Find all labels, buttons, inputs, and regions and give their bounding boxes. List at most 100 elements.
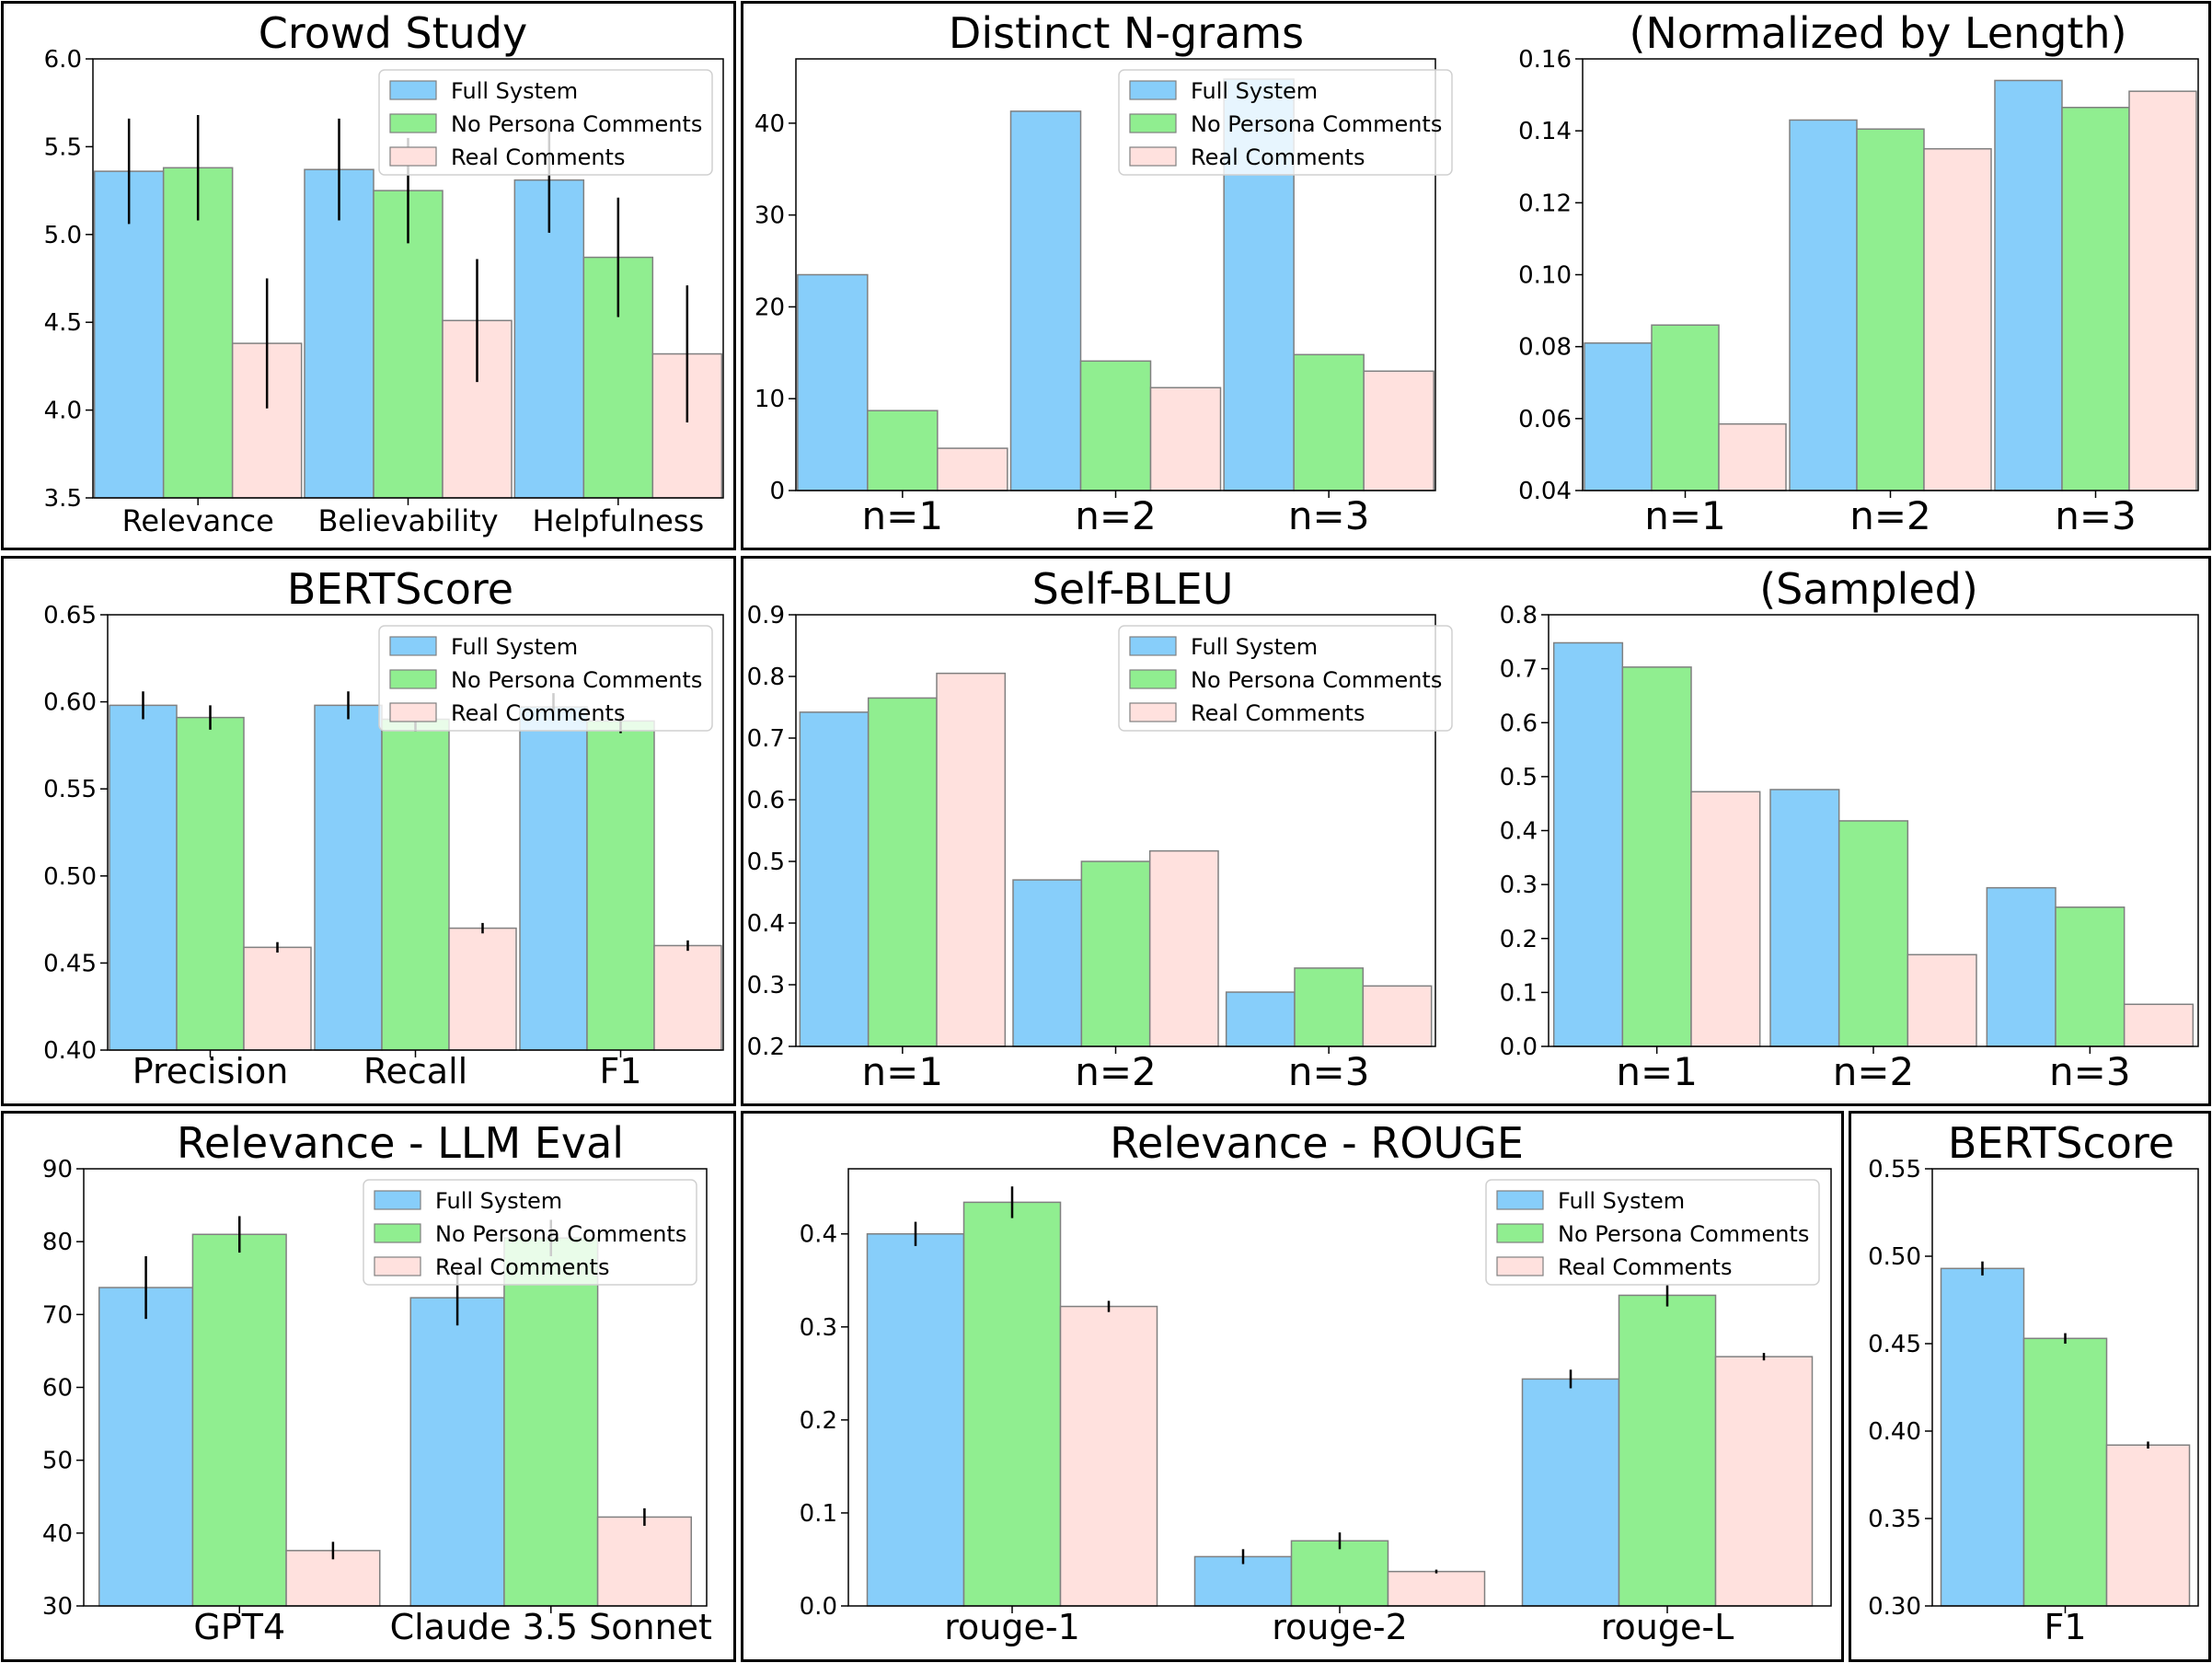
x-tick-label: GPT4 xyxy=(193,1607,285,1647)
x-tick-label: n=2 xyxy=(1075,1049,1157,1094)
x-tick-label: n=3 xyxy=(2055,493,2137,538)
legend-label: No Persona Comments xyxy=(435,1221,686,1247)
y-tick-label: 0.3 xyxy=(747,972,785,999)
bar-rouge-s1-c2 xyxy=(1618,1294,1717,1607)
chart-distinct: Distinct N-grams 0 10 20 30 40 n=1 n=2 n=3 Full S… xyxy=(755,8,1453,538)
legend-label: No Persona Comments xyxy=(1191,111,1442,137)
y-tick-label: 4.5 xyxy=(44,309,82,337)
y-tick-label: 0.65 xyxy=(43,602,97,629)
bar-distinct-s1-c2 xyxy=(1293,353,1365,491)
y-tick-label: 0.6 xyxy=(1500,710,1538,737)
legend-box xyxy=(1118,69,1453,176)
y-tick-label: 90 xyxy=(42,1156,73,1184)
y-tick-label: 0.7 xyxy=(747,725,785,753)
y-tick-label: 0.10 xyxy=(1518,262,1572,290)
y-tick-label: 0.16 xyxy=(1518,46,1572,74)
chart-title: (Normalized by Length) xyxy=(1629,8,2126,58)
legend-swatch xyxy=(374,1223,421,1243)
chart-title: BERTScore xyxy=(287,564,513,614)
bar-distinct-s2-c1 xyxy=(1149,387,1222,491)
bar-bert1-s2-c2 xyxy=(653,944,722,1051)
bar-selfbleusampled-s2-c1 xyxy=(1907,953,1977,1047)
bar-bert1-s1-c2 xyxy=(586,720,655,1051)
y-tick-label: 0.4 xyxy=(1500,818,1538,846)
bar-rouge-s0-c2 xyxy=(1521,1378,1620,1607)
y-tick-label: 50 xyxy=(42,1448,73,1475)
x-tick-label: n=2 xyxy=(1075,493,1157,538)
y-tick-label: 5.5 xyxy=(44,133,82,161)
y-tick-label: 0.55 xyxy=(43,776,97,803)
legend-label: Real Comments xyxy=(451,700,625,726)
legend-label: Full System xyxy=(1191,634,1318,660)
y-tick-label: 0.45 xyxy=(43,950,97,977)
y-tick-label: 40 xyxy=(755,110,785,138)
legend-swatch xyxy=(1129,113,1177,133)
y-tick-label: 0.2 xyxy=(800,1407,837,1435)
bar-selfbleusampled-s1-c2 xyxy=(2055,906,2126,1047)
bar-distinct-s0-c1 xyxy=(1009,110,1082,491)
y-tick-label: 0.0 xyxy=(800,1593,837,1621)
bar-distinctnorm-s0-c2 xyxy=(1994,79,2063,491)
chart-title: Crowd Study xyxy=(259,8,527,58)
x-tick-label: F1 xyxy=(599,1051,641,1091)
legend-label: Full System xyxy=(1191,78,1318,104)
bar-bert1-s0-c1 xyxy=(314,704,383,1051)
bar-bert1-s1-c1 xyxy=(381,718,450,1051)
bar-rouge-s2-c0 xyxy=(1059,1305,1158,1607)
bar-llmeval-s2-c0 xyxy=(285,1550,381,1607)
y-tick-label: 0.6 xyxy=(747,787,785,814)
y-tick-label: 0.30 xyxy=(1868,1593,1921,1621)
bar-selfbleusampled-s0-c2 xyxy=(1986,886,2056,1047)
y-tick-label: 0.40 xyxy=(1868,1418,1921,1446)
y-tick-label: 0.1 xyxy=(800,1500,837,1528)
y-tick-label: 0.4 xyxy=(747,910,785,938)
chart-title: (Sampled) xyxy=(1759,564,1978,614)
y-tick-label: 0.3 xyxy=(1500,872,1538,899)
y-tick-label: 0.3 xyxy=(800,1314,837,1342)
chart-title: Relevance - ROUGE xyxy=(1110,1118,1524,1168)
legend-label: No Persona Comments xyxy=(1558,1221,1809,1247)
legend-label: No Persona Comments xyxy=(1191,667,1442,693)
legend: Full System No Persona Comments Real Comme… xyxy=(378,625,713,732)
bar-bert1-s0-c0 xyxy=(109,704,178,1051)
bar-selfbleu-s1-c2 xyxy=(1294,967,1365,1047)
chart-title: Self-BLEU xyxy=(1032,564,1234,614)
legend-label: Real Comments xyxy=(1558,1254,1732,1280)
legend: Full System No Persona Comments Real Comme… xyxy=(1118,625,1453,732)
bar-selfbleu-s0-c0 xyxy=(799,711,870,1047)
y-tick-label: 0.2 xyxy=(1500,926,1538,953)
chart-selfbleusampled: (Sampled) 0.0 0.1 0.2 0.3 0.4 0.5 0.6 0.7 0.8 n=1 n… xyxy=(1500,564,2199,1094)
bar-distinctnorm-s1-c2 xyxy=(2061,107,2130,491)
bar-crowd-s0-c1 xyxy=(304,168,374,499)
bar-selfbleusampled-s1-c0 xyxy=(1621,666,1692,1047)
y-tick-label: 0.50 xyxy=(43,863,97,891)
x-tick-label: Believability xyxy=(317,503,498,538)
bar-rouge-s1-c0 xyxy=(962,1201,1062,1607)
x-tick-label: n=2 xyxy=(1849,493,1931,538)
y-tick-label: 0.1 xyxy=(1500,979,1538,1007)
chart-distinctnorm: (Normalized by Length) 0.04 0.06 0.08 0.10 0.… xyxy=(1518,8,2199,538)
legend-label: Full System xyxy=(1558,1188,1685,1214)
x-tick-label: Helpfulness xyxy=(532,503,704,538)
bar-selfbleusampled-s1-c1 xyxy=(1838,820,1909,1047)
bar-distinctnorm-s2-c2 xyxy=(2128,90,2197,491)
legend-swatch xyxy=(389,80,437,100)
legend-swatch xyxy=(1129,146,1177,167)
legend-box xyxy=(1485,1179,1820,1286)
bar-distinctnorm-s1-c1 xyxy=(1856,128,1925,491)
y-tick-label: 3.5 xyxy=(44,485,82,513)
legend-label: Real Comments xyxy=(1191,700,1365,726)
legend-swatch xyxy=(389,113,437,133)
bar-rouge-s2-c1 xyxy=(1387,1570,1486,1607)
y-tick-label: 0.45 xyxy=(1868,1331,1921,1358)
x-tick-label: n=1 xyxy=(862,1049,944,1094)
bar-selfbleu-s2-c1 xyxy=(1148,849,1219,1047)
bar-bert1-s2-c0 xyxy=(243,946,312,1051)
legend-box xyxy=(378,69,713,176)
y-tick-label: 0.4 xyxy=(800,1221,837,1249)
bar-selfbleusampled-s0-c1 xyxy=(1769,789,1840,1047)
bar-bert1-s2-c1 xyxy=(448,927,517,1051)
bar-bert2-s0-c0 xyxy=(1940,1267,2025,1607)
bar-distinctnorm-s1-c0 xyxy=(1651,324,1720,491)
